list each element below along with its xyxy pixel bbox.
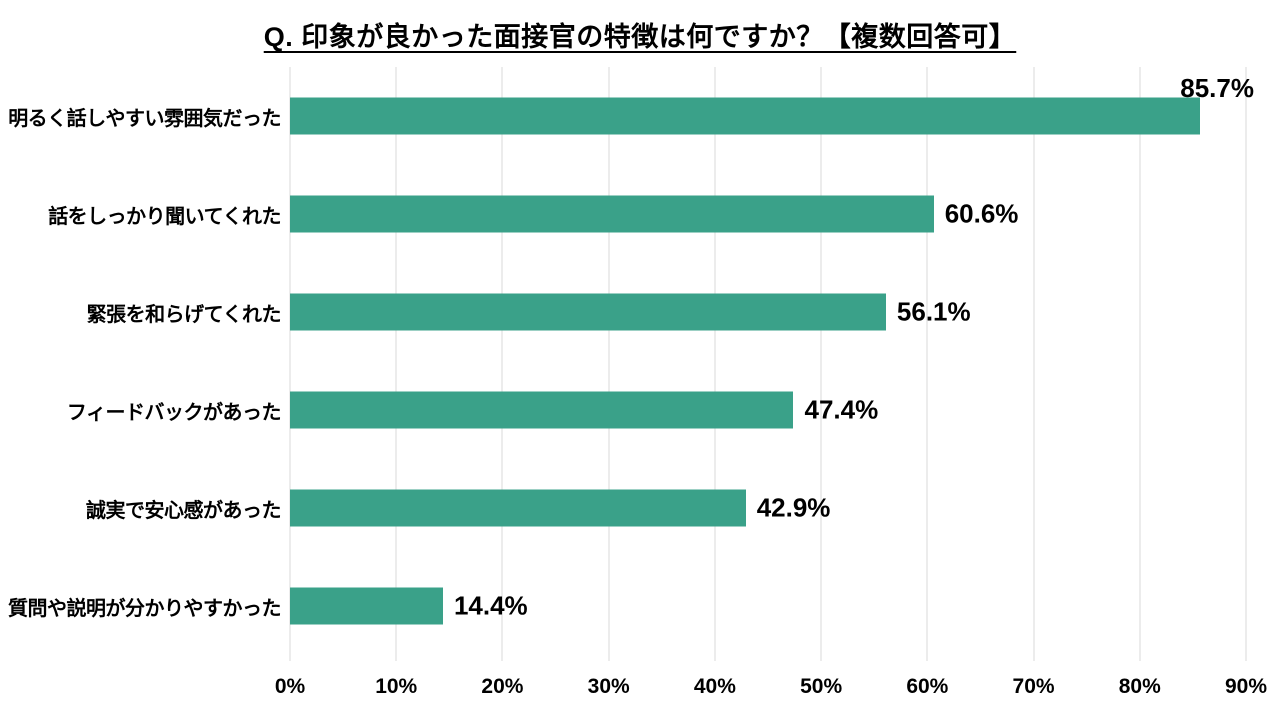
x-axis-tick-label: 10%: [375, 675, 418, 698]
category-label: 明るく話しやすい雰囲気だった: [8, 107, 281, 130]
x-axis-tick-label: 90%: [1224, 675, 1268, 698]
value-label: 47.4%: [804, 394, 879, 425]
category-label: 緊張を和らげてくれた: [86, 303, 282, 326]
x-axis-tick-label: 70%: [1012, 675, 1055, 698]
bar: [290, 293, 886, 331]
x-axis: 0% 10% 20% 30% 40% 50% 60% 70% 80% 90%: [275, 655, 1267, 701]
bar: [290, 391, 794, 429]
bar-row: 14.4%: [290, 557, 1246, 655]
category-label: 話をしっかり聞いてくれた: [48, 205, 281, 228]
bar-row: 42.9%: [290, 459, 1246, 557]
x-axis-tick-label: 30%: [587, 675, 630, 698]
value-label: 60.6%: [944, 198, 1019, 229]
x-axis-tick-label: 50%: [800, 675, 843, 698]
plot-area: 85.7% 60.6% 56.1% 47.4% 42.9% 14.4%: [289, 67, 1254, 661]
bar-chart: 明るく話しやすい雰囲気だった話をしっかり聞いてくれた緊張を和らげてくれたフィード…: [0, 67, 1280, 661]
bar-row: 85.7%: [290, 67, 1254, 165]
x-axis-tick-label: 20%: [481, 675, 524, 698]
value-label: 85.7%: [1180, 73, 1254, 103]
category-labels: 明るく話しやすい雰囲気だった話をしっかり聞いてくれた緊張を和らげてくれたフィード…: [0, 67, 290, 655]
category-label: フィードバックがあった: [66, 401, 282, 424]
chart-title: Q. 印象が良かった面接官の特徴は何ですか？【複数回答可】: [263, 22, 1017, 52]
category-label: 質問や説明が分かりやすかった: [8, 597, 282, 620]
x-axis-tick-label: 80%: [1118, 675, 1161, 698]
bar: [290, 489, 746, 527]
value-label: 42.9%: [756, 492, 831, 523]
x-axis-tick-label: 40%: [693, 675, 736, 698]
bar: [290, 195, 934, 233]
bar-row: 56.1%: [290, 263, 1246, 361]
bar: [290, 97, 1201, 135]
bar-row: 47.4%: [290, 361, 1246, 459]
value-label: 56.1%: [896, 296, 971, 327]
category-label: 誠実で安心感があった: [86, 499, 282, 522]
value-label: 14.4%: [453, 590, 528, 621]
x-axis-tick-label: 60%: [906, 675, 949, 698]
bar-row: 60.6%: [290, 165, 1246, 263]
bar: [290, 587, 443, 625]
bar-rows: 85.7% 60.6% 56.1% 47.4% 42.9% 14.4%: [290, 67, 1254, 655]
x-axis-tick-label: 0%: [274, 675, 306, 698]
